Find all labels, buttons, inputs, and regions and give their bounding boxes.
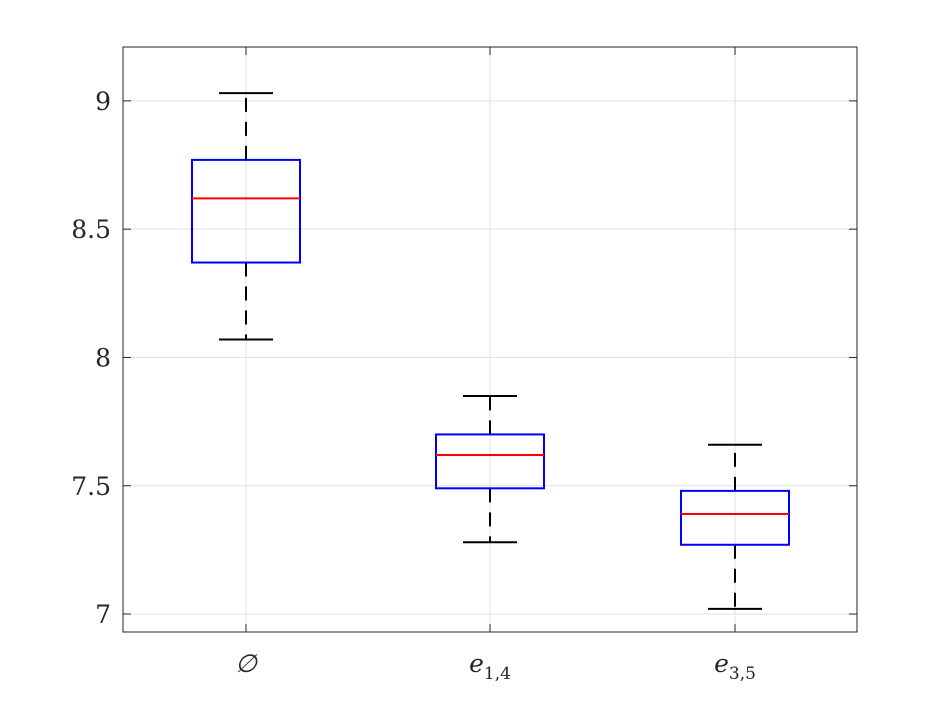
x-tick-label: e1,4 — [469, 649, 511, 684]
box-1 — [191, 92, 301, 341]
interquartile-box — [435, 433, 545, 490]
x-tick-label: ∅ — [235, 649, 258, 678]
axis-ticks — [123, 47, 857, 632]
y-tick-label: 8.5 — [71, 215, 111, 244]
y-tick-label: 7 — [95, 600, 111, 629]
y-axis-tick-labels: 7 7.5 8 8.5 9 — [71, 87, 111, 629]
y-tick-label: 9 — [95, 87, 111, 116]
x-tick-label: e3,5 — [714, 649, 756, 684]
y-tick-label: 8 — [95, 343, 111, 372]
interquartile-box — [191, 158, 301, 264]
box-3 — [680, 443, 790, 610]
interquartile-box — [680, 489, 790, 546]
y-tick-label: 7.5 — [71, 472, 111, 501]
x-axis-tick-labels: ∅ e1,4 e3,5 — [235, 649, 756, 684]
box-2 — [435, 394, 545, 544]
box-series — [191, 92, 790, 610]
